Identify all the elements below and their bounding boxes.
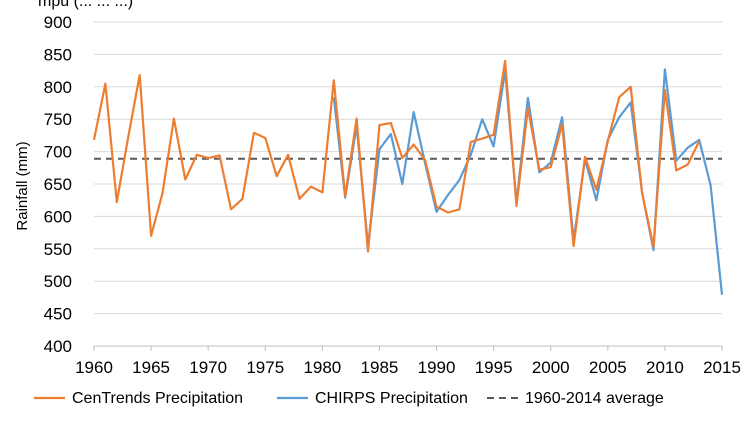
partial-title: mpu (... ... ...) [38, 0, 133, 10]
y-axis-title: Rainfall (mm) [14, 141, 31, 230]
x-tick-2010: 2010 [646, 358, 684, 377]
y-tick-800: 800 [44, 78, 72, 97]
y-tick-500: 500 [44, 272, 72, 291]
x-tick-1980: 1980 [303, 358, 341, 377]
gridlines [94, 21, 722, 347]
y-tick-850: 850 [44, 45, 72, 64]
x-tick-1990: 1990 [418, 358, 456, 377]
x-tick-2015: 2015 [703, 358, 741, 377]
y-tick-450: 450 [44, 305, 72, 324]
y-tick-labels: 400 450 500 550 600 650 700 750 800 850 900 [44, 13, 72, 356]
legend-label-centrends-precipitation: CenTrends Precipitation [72, 390, 243, 407]
y-tick-600: 600 [44, 207, 72, 226]
series-centrends-precipitation [92, 59, 701, 253]
x-tick-2000: 2000 [532, 358, 570, 377]
x-tick-1970: 1970 [189, 358, 227, 377]
legend: CenTrends Precipitation CHIRPS Precipitat… [34, 390, 664, 407]
legend-label-1960-2014-average: 1960-2014 average [525, 390, 664, 407]
y-tick-400: 400 [44, 337, 72, 356]
y-tick-550: 550 [44, 240, 72, 259]
y-tick-700: 700 [44, 143, 72, 162]
y-tick-750: 750 [44, 110, 72, 129]
x-tick-1975: 1975 [246, 358, 284, 377]
x-tick-1965: 1965 [132, 358, 170, 377]
x-tick-1960: 1960 [75, 358, 113, 377]
series-lines [92, 59, 724, 295]
legend-label-chirps-precipitation: CHIRPS Precipitation [315, 390, 468, 407]
y-tick-900: 900 [44, 13, 72, 32]
y-tick-650: 650 [44, 175, 72, 194]
x-tick-1995: 1995 [475, 358, 513, 377]
x-tick-labels: 1960 1965 1970 1975 1980 1985 1990 1995 2000 2005… [75, 358, 741, 377]
x-tick-1985: 1985 [361, 358, 399, 377]
x-tick-2005: 2005 [589, 358, 627, 377]
x-axis [93, 345, 723, 351]
